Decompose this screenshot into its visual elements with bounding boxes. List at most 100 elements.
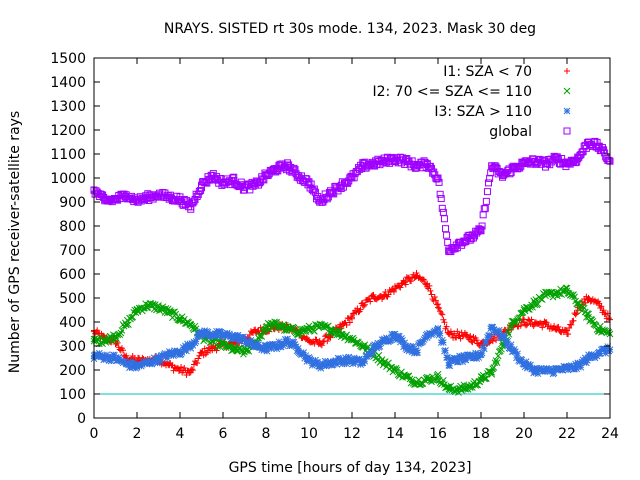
interpolated-marker: [322, 323, 330, 331]
data-point: [381, 292, 388, 299]
interpolated-marker: [317, 364, 325, 372]
interpolated-marker: [469, 384, 476, 391]
data-point: [402, 278, 409, 285]
data-point: [520, 306, 528, 314]
interpolated-marker: [585, 310, 592, 318]
series-layer: [90, 137, 614, 396]
data-point: [208, 330, 216, 338]
interpolated-marker: [309, 187, 317, 195]
interpolated-marker: [178, 363, 185, 370]
data-point: [477, 227, 485, 235]
x-tick-label: 12: [343, 426, 361, 442]
interpolated-marker: [438, 204, 446, 212]
interpolated-marker: [518, 356, 526, 364]
data-point: [122, 360, 130, 368]
interpolated-marker: [360, 303, 367, 310]
data-point: [380, 337, 388, 345]
interpolated-marker: [354, 305, 361, 312]
data-point: [241, 348, 248, 356]
y-tick-label: 600: [59, 267, 86, 283]
interpolated-marker: [168, 308, 175, 316]
data-point: [391, 366, 399, 374]
y-tick-label: 300: [59, 339, 86, 355]
x-tick-label: 6: [219, 426, 228, 442]
data-point: [144, 301, 152, 309]
data-point: [359, 302, 366, 309]
data-point: [466, 354, 474, 362]
interpolated-marker: [577, 363, 585, 371]
data-point: [251, 342, 259, 350]
data-point: [585, 313, 592, 321]
data-point: [574, 299, 582, 307]
interpolated-marker: [248, 340, 256, 347]
interpolated-marker: [226, 342, 233, 350]
interpolated-marker: [436, 190, 444, 198]
interpolated-marker: [492, 357, 500, 364]
data-point: [208, 337, 216, 345]
interpolated-marker: [201, 327, 209, 334]
data-point: [391, 155, 399, 163]
y-tick-label: 800: [59, 219, 86, 235]
data-point: [402, 373, 410, 381]
interpolated-marker: [115, 353, 123, 361]
interpolated-marker: [482, 197, 490, 205]
data-point: [316, 340, 323, 347]
interpolated-marker: [455, 358, 462, 366]
interpolated-marker: [390, 288, 397, 295]
interpolated-marker: [442, 347, 449, 354]
data-point: [273, 164, 281, 172]
interpolated-marker: [247, 336, 255, 344]
data-point: [294, 328, 302, 335]
data-point: [112, 196, 119, 204]
interpolated-marker: [503, 341, 511, 349]
interpolated-marker: [446, 362, 454, 370]
data-point: [176, 348, 184, 356]
x-tick-label: 0: [90, 426, 99, 442]
interpolated-marker: [277, 343, 285, 351]
data-point: [509, 318, 517, 326]
data-point: [456, 332, 463, 339]
interpolated-marker: [473, 355, 481, 362]
interpolated-marker: [223, 329, 231, 337]
interpolated-marker: [324, 338, 331, 345]
interpolated-marker: [444, 238, 452, 246]
interpolated-marker: [393, 336, 401, 344]
interpolated-marker: [550, 369, 558, 377]
data-point: [165, 193, 173, 201]
data-point: [413, 273, 420, 280]
interpolated-marker: [443, 231, 451, 239]
interpolated-marker: [291, 341, 299, 348]
interpolated-marker: [401, 339, 409, 347]
data-point: [531, 366, 539, 374]
interpolated-marker: [148, 360, 156, 368]
interpolated-marker: [333, 361, 341, 368]
interpolated-marker: [537, 364, 545, 372]
data-point: [370, 293, 377, 300]
interpolated-marker: [217, 328, 225, 336]
interpolated-marker: [106, 353, 114, 361]
data-point: [553, 326, 560, 333]
data-point: [370, 345, 377, 352]
data-point: [359, 342, 367, 350]
y-tick-label: 1300: [50, 99, 86, 115]
interpolated-marker: [440, 377, 447, 384]
data-point: [187, 341, 195, 349]
interpolated-marker: [374, 339, 382, 347]
interpolated-marker: [566, 325, 573, 332]
data-point: [370, 160, 377, 168]
y-tick-label: 0: [77, 411, 86, 427]
interpolated-marker: [451, 330, 458, 337]
interpolated-marker: [485, 179, 493, 187]
data-point: [155, 191, 162, 199]
interpolated-marker: [192, 338, 200, 345]
data-point: [144, 193, 152, 201]
interpolated-marker: [150, 354, 158, 362]
interpolated-marker: [582, 359, 590, 367]
interpolated-marker: [229, 335, 237, 343]
interpolated-marker: [517, 322, 524, 329]
interpolated-marker: [462, 356, 470, 364]
data-point: [445, 331, 452, 337]
y-tick-label: 500: [59, 291, 86, 307]
interpolated-marker: [473, 337, 480, 344]
data-point: [187, 203, 195, 211]
